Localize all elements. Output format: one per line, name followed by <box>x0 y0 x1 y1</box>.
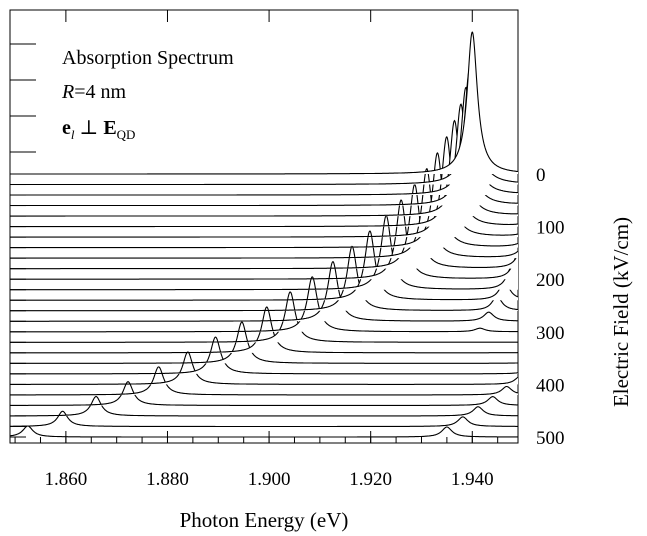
spectrum-fill <box>10 307 518 353</box>
field-tick-label: 500 <box>536 428 565 449</box>
field-tick-label: 0 <box>536 165 546 186</box>
spectrum-trace <box>10 215 519 291</box>
spectrum-trace <box>10 230 519 301</box>
spectrum-trace <box>10 69 518 196</box>
spectra-group <box>10 31 519 438</box>
field-tick-label: 100 <box>536 218 565 239</box>
field-tick-label: 200 <box>536 270 565 291</box>
spectrum-trace <box>10 366 519 396</box>
x-tick-label: 1.860 <box>45 469 88 490</box>
spectrum-trace <box>10 395 518 417</box>
spectrum-trace <box>10 276 518 333</box>
spectrum-trace <box>10 425 518 438</box>
field-tick-label: 400 <box>536 375 565 396</box>
spectrum-trace <box>10 183 519 270</box>
field-tick-labels: 0 100 200 300 400 500 <box>536 165 565 449</box>
x-axis-title: Photon Energy (eV) <box>180 508 349 532</box>
frame-ticks <box>10 10 499 443</box>
spectrum-trace <box>10 86 518 207</box>
spectrum-trace <box>10 351 519 385</box>
spectrum-trace <box>10 336 518 375</box>
right-axis-title: Electric Field (kV/cm) <box>609 217 633 407</box>
spectrum-trace <box>10 291 518 343</box>
spectrum-fill <box>10 396 518 416</box>
spectrum-trace <box>10 119 518 228</box>
spectrum-trace <box>10 103 519 217</box>
x-tick-label: 1.920 <box>349 469 392 490</box>
spectrum-trace <box>10 261 518 322</box>
x-tick-label: 1.940 <box>451 469 494 490</box>
x-tick-labels: 1.860 1.880 1.900 1.920 1.940 <box>45 469 494 490</box>
x-tick-label: 1.880 <box>146 469 189 490</box>
spectrum-trace <box>10 51 518 186</box>
spectrum-trace <box>10 321 518 364</box>
x-tick-label: 1.900 <box>248 469 291 490</box>
annotation-radius: R=4 nm <box>61 81 126 103</box>
annotation-block: Absorption Spectrum R=4 nm el ⊥ EQD <box>61 47 234 142</box>
spectrum-trace <box>10 306 518 354</box>
spectrum-trace <box>10 245 518 312</box>
spectrum-trace <box>10 31 518 175</box>
spectrum-fill <box>10 352 518 385</box>
spectrum-trace <box>10 381 519 406</box>
spectrum-trace <box>10 410 518 428</box>
annotation-polarization: el ⊥ EQD <box>62 117 135 142</box>
spectrum-fill <box>10 32 518 175</box>
annotation-title: Absorption Spectrum <box>62 47 234 69</box>
spectrum-fill <box>10 366 518 395</box>
spectrum-trace <box>10 199 519 280</box>
spectrum-fill <box>10 381 518 406</box>
field-tick-label: 300 <box>536 323 565 344</box>
